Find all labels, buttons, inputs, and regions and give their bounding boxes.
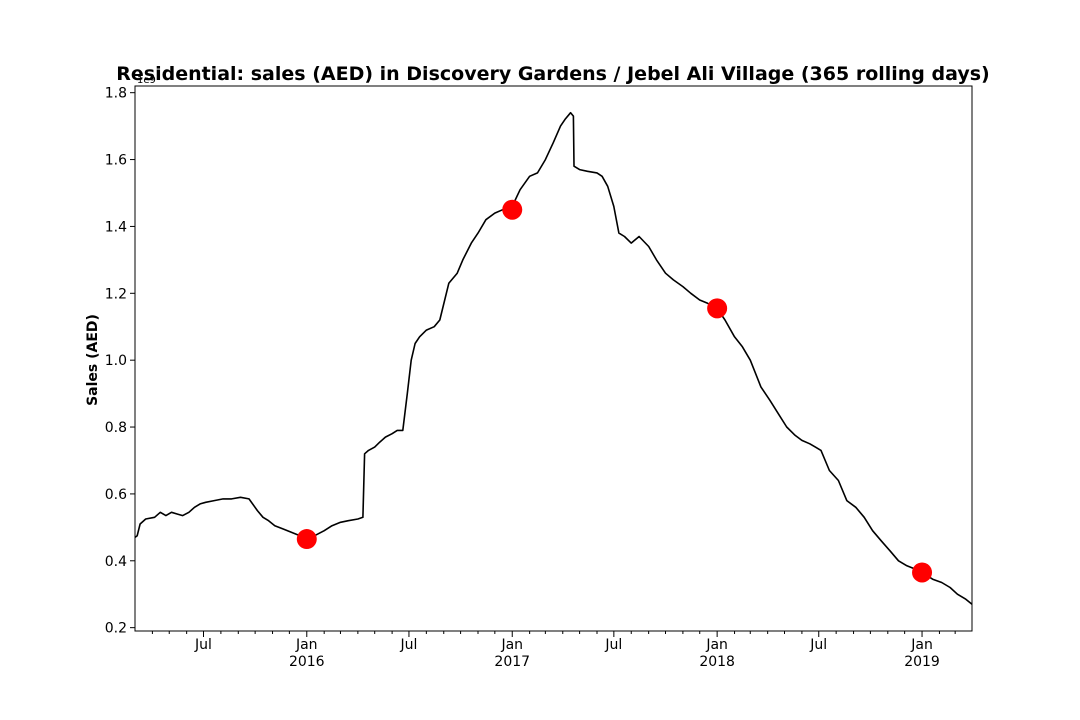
data-marker — [912, 562, 933, 583]
data-marker — [502, 199, 523, 220]
y-tick-label: 1.6 — [105, 153, 127, 169]
series-line — [134, 111, 973, 605]
x-tick-year-label: 2016 — [289, 654, 325, 670]
x-tick-label: Jan — [910, 637, 933, 653]
y-tick-label: 1.2 — [105, 286, 127, 302]
y-tick-label: 0.6 — [105, 487, 127, 503]
x-tick-label: Jan — [295, 637, 318, 653]
data-marker — [296, 529, 317, 550]
plot-frame — [134, 85, 973, 632]
y-offset-label: 1e9 — [137, 75, 156, 86]
x-tick-year-label: 2017 — [494, 654, 530, 670]
x-tick-label: Jul — [604, 637, 622, 653]
x-tick-label: Jul — [809, 637, 827, 653]
y-tick-label: 0.2 — [105, 621, 127, 637]
x-tick-label: Jan — [500, 637, 523, 653]
x-tick-year-label: 2019 — [904, 654, 940, 670]
data-marker — [707, 298, 728, 319]
y-tick-label: 1.8 — [105, 86, 127, 102]
x-tick-label: Jul — [194, 637, 212, 653]
x-tick-year-label: 2018 — [699, 654, 735, 670]
y-tick-label: 0.8 — [105, 420, 127, 436]
y-tick-label: 1.0 — [105, 353, 127, 369]
y-axis-label: Sales (AED) — [85, 314, 101, 406]
y-tick-label: 1.4 — [105, 219, 127, 235]
x-tick-label: Jul — [399, 637, 417, 653]
chart-title: Residential: sales (AED) in Discovery Ga… — [116, 63, 990, 85]
y-tick-label: 0.4 — [105, 554, 127, 570]
x-tick-label: Jan — [705, 637, 728, 653]
